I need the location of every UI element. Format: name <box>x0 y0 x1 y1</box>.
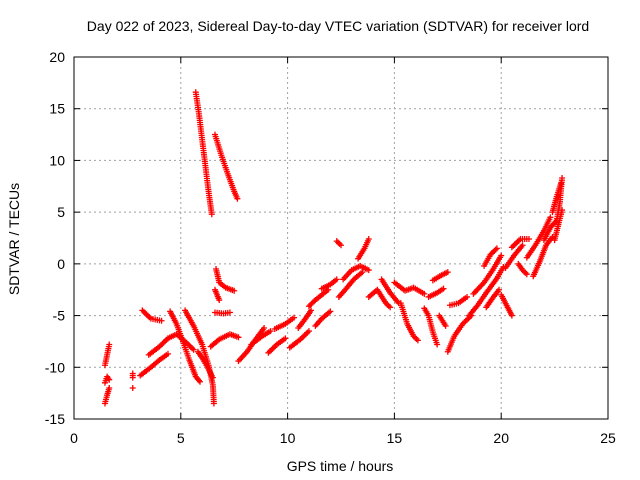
y-tick-label: -15 <box>45 411 65 427</box>
data-point <box>498 252 505 259</box>
data-point <box>234 195 241 202</box>
data-point <box>231 287 238 294</box>
data-point <box>164 350 171 357</box>
data-point <box>359 269 366 276</box>
data-point <box>158 317 165 324</box>
data-point <box>261 324 268 331</box>
data-point <box>210 400 217 407</box>
data-point <box>209 374 216 381</box>
data-point <box>327 308 334 315</box>
data-point <box>282 335 289 342</box>
data-point <box>508 312 515 319</box>
data-point <box>464 293 471 300</box>
data-point <box>308 307 315 314</box>
data-point <box>129 374 136 381</box>
data-point <box>365 267 372 274</box>
data-point <box>235 334 242 341</box>
data-point <box>444 269 451 276</box>
y-tick-label: -10 <box>45 359 65 375</box>
data-point <box>387 304 394 311</box>
chart-title: Day 022 of 2023, Sidereal Day-to-day VTE… <box>87 18 589 34</box>
plot-frame <box>73 56 609 420</box>
x-tick-labels: 0 5 10 15 20 25 <box>70 430 616 446</box>
data-points <box>101 89 566 407</box>
data-point <box>226 309 233 316</box>
y-tick-label: -5 <box>53 308 66 324</box>
data-point <box>365 236 372 243</box>
data-point <box>190 346 197 353</box>
x-tick-label: 25 <box>600 430 616 446</box>
data-point <box>493 245 500 252</box>
x-tick-label: 20 <box>493 430 509 446</box>
y-tick-label: 5 <box>57 204 65 220</box>
data-point <box>523 271 530 278</box>
y-tick-labels: -15 -10 -5 0 5 10 15 20 <box>45 49 65 427</box>
data-point <box>106 376 113 383</box>
data-point <box>519 242 526 249</box>
data-point <box>197 378 204 385</box>
y-tick-label: 20 <box>49 49 65 65</box>
data-point <box>421 290 428 297</box>
x-axis-label: GPS time / hours <box>287 458 394 474</box>
data-point <box>291 314 298 321</box>
data-point <box>496 286 503 293</box>
x-tick-label: 0 <box>70 430 78 446</box>
data-point <box>442 322 449 329</box>
data-point <box>440 285 447 292</box>
data-point <box>208 211 215 218</box>
data-point <box>106 384 113 391</box>
y-tick-label: 10 <box>49 152 65 168</box>
data-point <box>559 175 566 182</box>
data-point <box>414 337 421 344</box>
data-point <box>305 328 312 335</box>
data-point <box>547 214 554 221</box>
y-tick-label: 15 <box>49 101 65 117</box>
y-axis-label: SDTVAR / TECUs <box>6 183 22 295</box>
x-tick-label: 15 <box>387 430 403 446</box>
data-point <box>216 297 223 304</box>
x-tick-label: 5 <box>177 430 185 446</box>
data-point <box>525 236 532 243</box>
data-point <box>434 341 441 348</box>
x-tick-label: 10 <box>280 430 296 446</box>
y-tick-label: 0 <box>57 256 65 272</box>
data-point <box>195 377 202 384</box>
data-point <box>267 328 274 335</box>
data-point <box>129 384 136 391</box>
data-point <box>333 276 340 283</box>
data-point <box>338 242 344 249</box>
data-point <box>106 341 113 348</box>
data-point <box>492 246 499 253</box>
